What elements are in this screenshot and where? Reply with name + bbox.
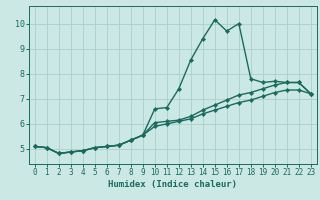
X-axis label: Humidex (Indice chaleur): Humidex (Indice chaleur) (108, 180, 237, 189)
